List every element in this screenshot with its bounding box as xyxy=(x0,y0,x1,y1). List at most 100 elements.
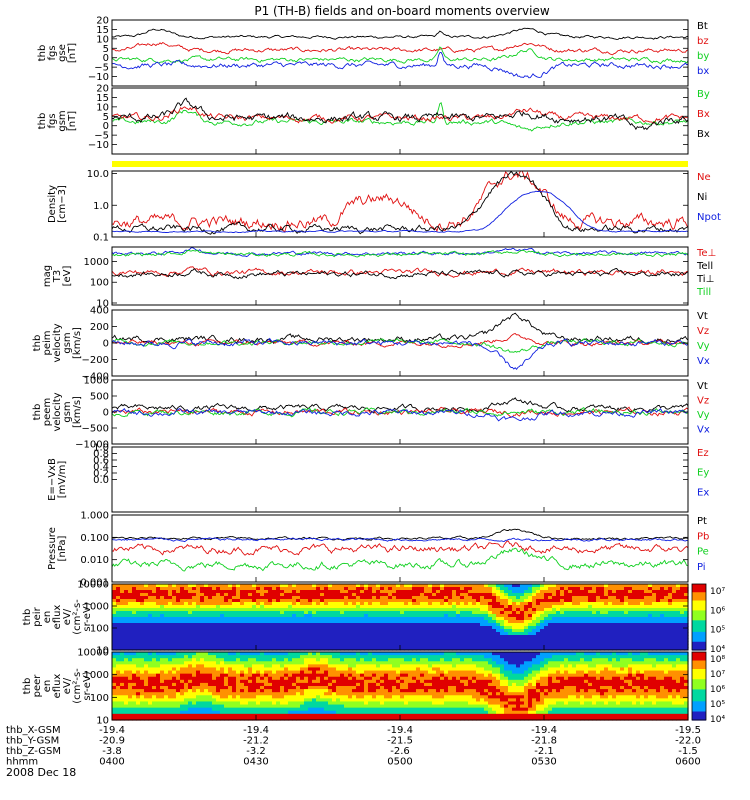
spectrogram-cell xyxy=(632,638,637,642)
spectrogram-cell xyxy=(172,638,177,642)
spectrogram-cell xyxy=(384,584,389,588)
spectrogram-cell xyxy=(212,692,217,696)
spectrogram-cell xyxy=(224,626,229,630)
spectrogram-cell xyxy=(224,614,229,618)
spectrogram-cell xyxy=(156,584,161,588)
spectrogram-cell xyxy=(572,626,577,630)
spectrogram-cell xyxy=(372,682,377,687)
spectrogram-cell xyxy=(140,623,145,627)
spectrogram-cell xyxy=(400,644,405,648)
spectrogram-cell xyxy=(224,692,229,696)
spectrogram-cell xyxy=(408,629,413,633)
spectrogram-cell xyxy=(276,710,281,715)
spectrogram-cell xyxy=(344,599,349,603)
spectrogram-cell xyxy=(400,584,405,588)
spectrogram-cell xyxy=(148,608,153,612)
spectrogram-cell xyxy=(132,617,137,621)
spectrogram-cell xyxy=(308,608,313,612)
spectrogram-cell xyxy=(300,602,305,606)
spectrogram-cell xyxy=(136,710,141,715)
spectrogram-cell xyxy=(392,590,397,594)
spectrogram-cell xyxy=(580,587,585,591)
spectrogram-cell xyxy=(308,593,313,597)
spectrogram-cell xyxy=(240,710,245,715)
spectrogram-cell xyxy=(244,682,249,687)
spectrogram-cell xyxy=(508,635,513,639)
spectrogram-cell xyxy=(276,605,281,609)
spectrogram-cell xyxy=(304,614,309,618)
spectrogram-cell xyxy=(164,689,169,693)
spectrogram-cell xyxy=(444,599,449,603)
spectrogram-cell xyxy=(340,707,345,712)
legend-entry: Ne xyxy=(697,172,711,183)
spectrogram-cell xyxy=(336,599,341,603)
spectrogram-cell xyxy=(116,716,121,721)
spectrogram-cell xyxy=(292,599,297,603)
spectrogram-cell xyxy=(260,599,265,603)
spectrogram-cell xyxy=(164,698,169,703)
spectrogram-cell xyxy=(460,599,465,603)
spectrogram-cell xyxy=(396,596,401,600)
spectrogram-cell xyxy=(168,620,173,624)
spectrogram-cell xyxy=(308,707,313,712)
spectrogram-cell xyxy=(592,587,597,591)
spectrogram-cell xyxy=(320,611,325,615)
figure-title: P1 (TH-B) fields and on-board moments ov… xyxy=(254,4,550,18)
spectrogram-cell xyxy=(124,707,129,712)
spectrogram-cell xyxy=(292,698,297,703)
spectrogram-cell xyxy=(476,587,481,591)
spectrogram-cell xyxy=(676,593,681,597)
spectrogram-cell xyxy=(272,652,277,656)
spectrogram-cell xyxy=(468,590,473,594)
spectrogram-cell xyxy=(144,638,149,642)
spectrogram-cell xyxy=(364,590,369,594)
spectrogram-cell xyxy=(164,686,169,690)
spectrogram-cell xyxy=(252,635,257,639)
spectrogram-cell xyxy=(180,647,185,651)
spectrogram-cell xyxy=(512,626,517,630)
series-line-black xyxy=(111,528,689,541)
spectrogram-cell xyxy=(260,623,265,627)
spectrogram-cell xyxy=(288,695,293,699)
y-axis-label: velocity xyxy=(52,323,63,362)
spectrogram-cell xyxy=(272,658,277,662)
spectrogram-cell xyxy=(268,587,273,591)
spectrogram-cell xyxy=(196,652,201,656)
y-axis-label: sr-eV) xyxy=(82,602,93,631)
spectrogram-cell xyxy=(336,647,341,651)
spectrogram-cell xyxy=(460,641,465,645)
spectrogram-cell xyxy=(296,695,301,699)
spectrogram-cell xyxy=(196,667,201,672)
spectrogram-cell xyxy=(256,638,261,642)
spectrogram-cell xyxy=(332,629,337,633)
spectrogram-cell xyxy=(396,590,401,594)
spectrogram-cell xyxy=(200,689,205,693)
spectrogram-cell xyxy=(572,602,577,606)
spectrogram-cell xyxy=(420,599,425,603)
spectrogram-cell xyxy=(644,638,649,642)
spectrogram-cell xyxy=(444,626,449,630)
spectrogram-cell xyxy=(120,698,125,703)
spectrogram-cell xyxy=(580,590,585,594)
spectrogram-cell xyxy=(548,593,553,597)
spectrogram-cell xyxy=(232,710,237,715)
spectrogram-cell xyxy=(384,652,389,656)
spectrogram-cell xyxy=(300,692,305,696)
spectrogram-cell xyxy=(320,652,325,656)
spectrogram-cell xyxy=(348,623,353,627)
spectrogram-cell xyxy=(244,632,249,636)
spectrogram-cell xyxy=(380,679,385,684)
spectrogram-cell xyxy=(660,617,665,621)
spectrogram-cell xyxy=(212,710,217,715)
spectrogram-cell xyxy=(128,614,133,618)
spectrogram-cell xyxy=(264,641,269,645)
spectrogram-cell xyxy=(296,673,301,678)
spectrogram-cell xyxy=(116,655,121,659)
spectrogram-cell xyxy=(592,626,597,630)
spectrogram-cell xyxy=(564,644,569,648)
spectrogram-cell xyxy=(392,614,397,618)
spectrogram-cell xyxy=(284,635,289,639)
spectrogram-cell xyxy=(260,686,265,690)
spectrogram-cell xyxy=(252,626,257,630)
